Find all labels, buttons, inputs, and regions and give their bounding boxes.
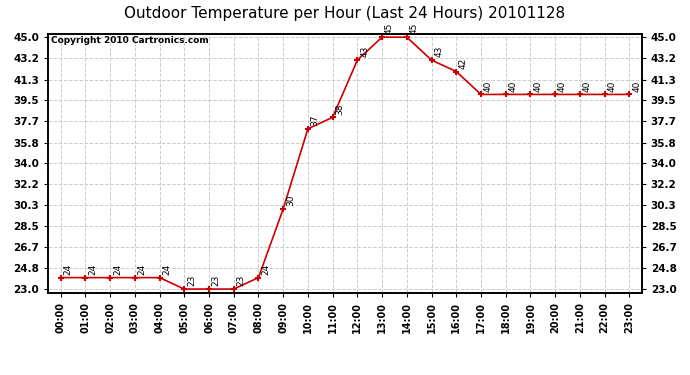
- Text: 23: 23: [187, 275, 196, 286]
- Text: 40: 40: [533, 80, 542, 92]
- Text: 24: 24: [262, 264, 270, 275]
- Text: 24: 24: [137, 264, 146, 275]
- Text: 23: 23: [237, 275, 246, 286]
- Text: 23: 23: [212, 275, 221, 286]
- Text: 37: 37: [310, 114, 319, 126]
- Text: 24: 24: [162, 264, 171, 275]
- Text: 24: 24: [88, 264, 97, 275]
- Text: 40: 40: [509, 80, 518, 92]
- Text: 40: 40: [582, 80, 591, 92]
- Text: 42: 42: [459, 57, 468, 69]
- Text: 40: 40: [558, 80, 567, 92]
- Text: 24: 24: [63, 264, 72, 275]
- Text: 40: 40: [607, 80, 616, 92]
- Text: 40: 40: [632, 80, 641, 92]
- Text: 45: 45: [385, 23, 394, 34]
- Text: Outdoor Temperature per Hour (Last 24 Hours) 20101128: Outdoor Temperature per Hour (Last 24 Ho…: [124, 6, 566, 21]
- Text: 43: 43: [434, 46, 443, 57]
- Text: 30: 30: [286, 195, 295, 206]
- Text: 43: 43: [360, 46, 369, 57]
- Text: Copyright 2010 Cartronics.com: Copyright 2010 Cartronics.com: [51, 36, 209, 45]
- Text: 40: 40: [484, 80, 493, 92]
- Text: 38: 38: [335, 103, 344, 114]
- Text: 24: 24: [113, 264, 122, 275]
- Text: 45: 45: [410, 23, 419, 34]
